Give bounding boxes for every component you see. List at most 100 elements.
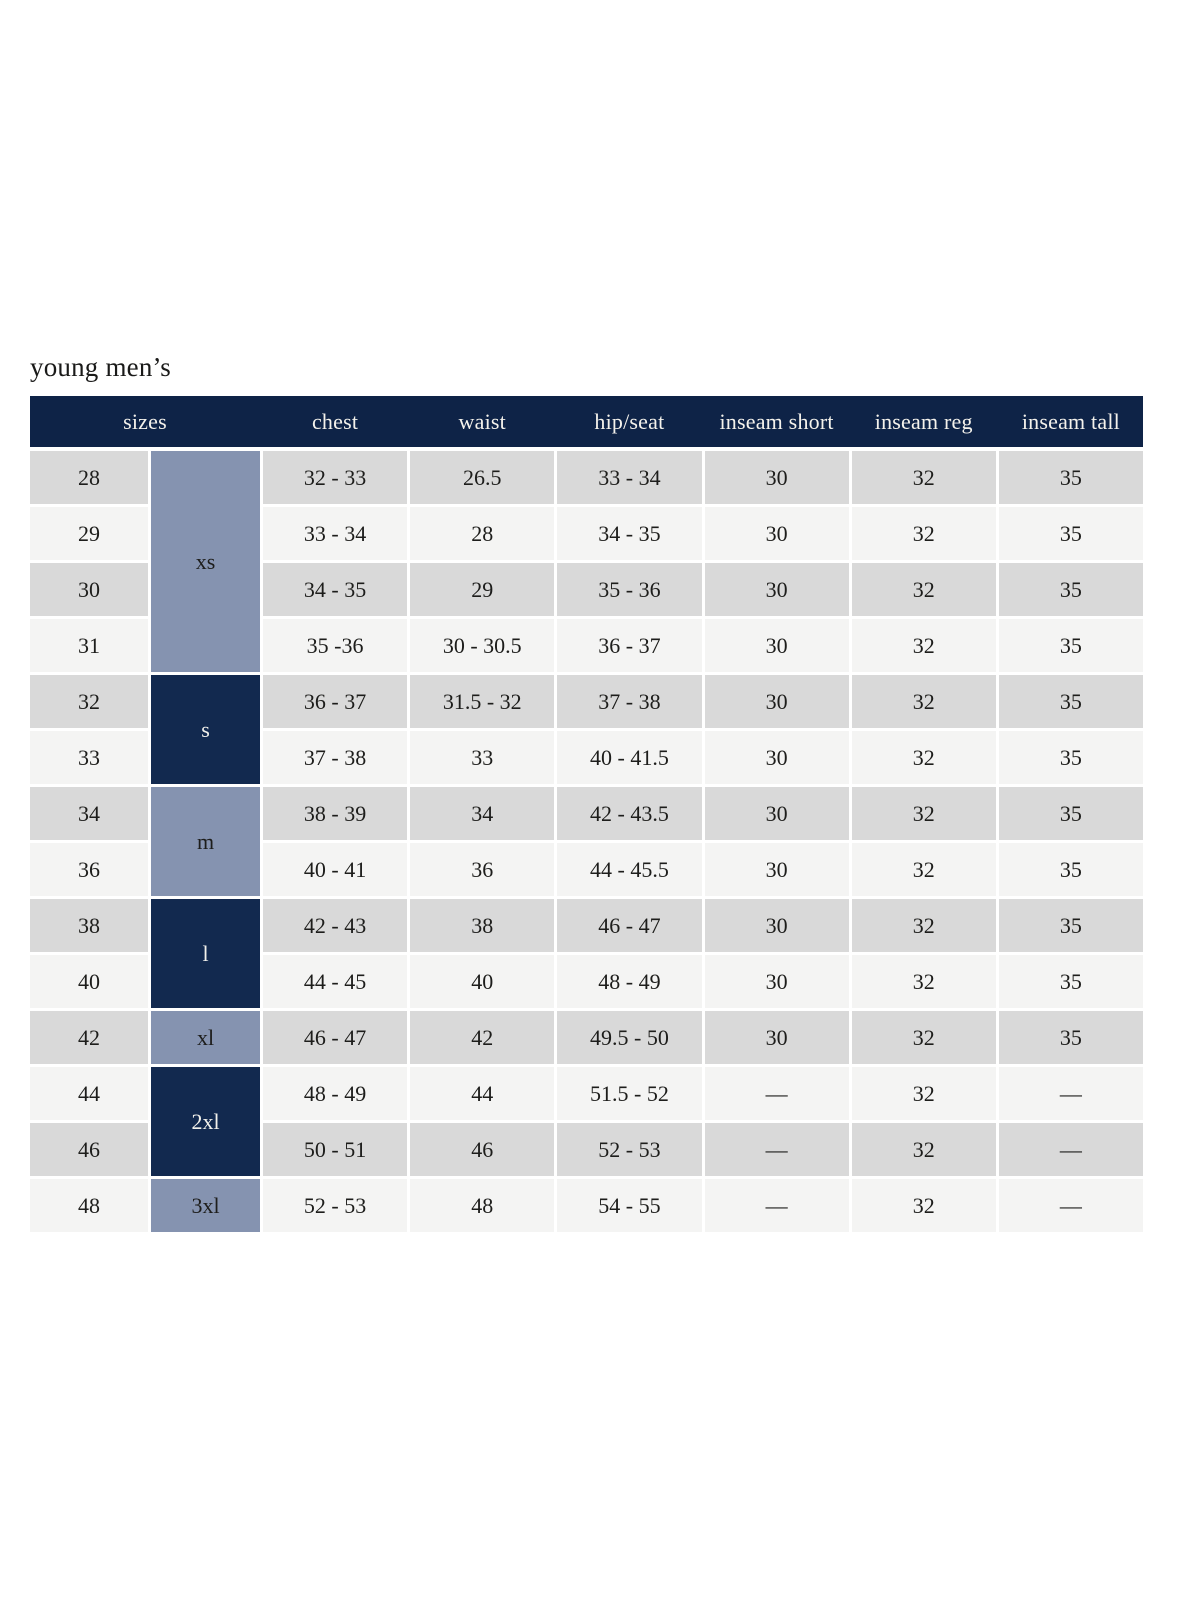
size-cell: 34: [30, 787, 148, 840]
size-cell: 42: [30, 1011, 148, 1064]
inseam-reg-cell: 32: [851, 619, 996, 672]
size-chart-table: sizes chest waist hip/seat inseam short insea…: [30, 396, 1143, 1232]
hip-seat-cell: 34 - 35: [557, 507, 702, 560]
table-header-row: sizes chest waist hip/seat inseam short insea…: [30, 396, 1143, 447]
inseam-reg-cell: 32: [851, 675, 996, 728]
chest-cell: 37 - 38: [263, 731, 408, 784]
inseam-tall-cell: 35: [998, 1011, 1143, 1064]
hip-seat-cell: 36 - 37: [557, 619, 702, 672]
size-cell: 38: [30, 899, 148, 952]
size-cell: 46: [30, 1123, 148, 1176]
size-group-cell-m: m: [151, 787, 260, 896]
column-header-inseam-short: inseam short: [719, 408, 834, 434]
inseam-short-cell: 30: [704, 731, 849, 784]
column-header-sizes: sizes: [123, 408, 167, 434]
waist-cell: 38: [410, 899, 555, 952]
size-cell: 48: [30, 1179, 148, 1232]
size-cell: 28: [30, 451, 148, 504]
size-cell: 32: [30, 675, 148, 728]
waist-cell: 33: [410, 731, 555, 784]
table-body: 28 32 - 33 26.5 33 - 34 30 32 35 29 33 - 34 28 34 …: [30, 451, 1143, 1232]
inseam-short-cell: 30: [704, 787, 849, 840]
chest-cell: 48 - 49: [263, 1067, 408, 1120]
inseam-short-cell: —: [704, 1179, 849, 1232]
hip-seat-cell: 48 - 49: [557, 955, 702, 1008]
inseam-tall-cell: —: [998, 1067, 1143, 1120]
inseam-tall-cell: 35: [998, 787, 1143, 840]
inseam-reg-cell: 32: [851, 955, 996, 1008]
chest-cell: 42 - 43: [263, 899, 408, 952]
chest-cell: 33 - 34: [263, 507, 408, 560]
hip-seat-cell: 52 - 53: [557, 1123, 702, 1176]
waist-cell: 42: [410, 1011, 555, 1064]
waist-cell: 44: [410, 1067, 555, 1120]
inseam-tall-cell: 35: [998, 451, 1143, 504]
hip-seat-cell: 46 - 47: [557, 899, 702, 952]
inseam-short-cell: —: [704, 1067, 849, 1120]
size-cell: 40: [30, 955, 148, 1008]
inseam-short-cell: 30: [704, 675, 849, 728]
chest-cell: 32 - 33: [263, 451, 408, 504]
inseam-short-cell: 30: [704, 619, 849, 672]
page-title: young men’s: [30, 352, 171, 382]
hip-seat-cell: 49.5 - 50: [557, 1011, 702, 1064]
waist-cell: 31.5 - 32: [410, 675, 555, 728]
hip-seat-cell: 33 - 34: [557, 451, 702, 504]
column-header-waist: waist: [458, 408, 506, 434]
chest-cell: 40 - 41: [263, 843, 408, 896]
inseam-reg-cell: 32: [851, 1123, 996, 1176]
waist-cell: 46: [410, 1123, 555, 1176]
hip-seat-cell: 42 - 43.5: [557, 787, 702, 840]
inseam-tall-cell: 35: [998, 955, 1143, 1008]
inseam-short-cell: 30: [704, 843, 849, 896]
inseam-short-cell: 30: [704, 955, 849, 1008]
size-cell: 29: [30, 507, 148, 560]
size-cell: 30: [30, 563, 148, 616]
inseam-tall-cell: 35: [998, 563, 1143, 616]
size-group-cell-l: l: [151, 899, 260, 1008]
size-cell: 36: [30, 843, 148, 896]
inseam-reg-cell: 32: [851, 787, 996, 840]
chest-cell: 50 - 51: [263, 1123, 408, 1176]
inseam-short-cell: 30: [704, 451, 849, 504]
inseam-tall-cell: —: [998, 1179, 1143, 1232]
chest-cell: 44 - 45: [263, 955, 408, 1008]
waist-cell: 40: [410, 955, 555, 1008]
inseam-short-cell: 30: [704, 1011, 849, 1064]
size-group-cell-3xl: 3xl: [151, 1179, 260, 1232]
waist-cell: 28: [410, 507, 555, 560]
hip-seat-cell: 37 - 38: [557, 675, 702, 728]
size-guide-page: young men’s sizes chest waist hip/seat insea…: [30, 352, 1143, 1232]
inseam-short-cell: 30: [704, 899, 849, 952]
waist-cell: 30 - 30.5: [410, 619, 555, 672]
inseam-short-cell: —: [704, 1123, 849, 1176]
size-group-cell-xs: xs: [151, 451, 260, 672]
size-group-cell-xl: xl: [151, 1011, 260, 1064]
inseam-tall-cell: 35: [998, 731, 1143, 784]
inseam-tall-cell: 35: [998, 507, 1143, 560]
waist-cell: 29: [410, 563, 555, 616]
inseam-short-cell: 30: [704, 507, 849, 560]
hip-seat-cell: 40 - 41.5: [557, 731, 702, 784]
column-header-chest: chest: [311, 408, 359, 434]
inseam-tall-cell: 35: [998, 675, 1143, 728]
chest-cell: 52 - 53: [263, 1179, 408, 1232]
inseam-reg-cell: 32: [851, 1067, 996, 1120]
inseam-tall-cell: 35: [998, 899, 1143, 952]
hip-seat-cell: 44 - 45.5: [557, 843, 702, 896]
size-cell: 44: [30, 1067, 148, 1120]
hip-seat-cell: 54 - 55: [557, 1179, 702, 1232]
size-group-cell-s: s: [151, 675, 260, 784]
size-group-cell-2xl: 2xl: [151, 1067, 260, 1176]
waist-cell: 34: [410, 787, 555, 840]
inseam-tall-cell: —: [998, 1123, 1143, 1176]
inseam-tall-cell: 35: [998, 843, 1143, 896]
column-header-inseam-tall: inseam tall: [1021, 408, 1120, 434]
inseam-reg-cell: 32: [851, 731, 996, 784]
inseam-reg-cell: 32: [851, 1179, 996, 1232]
inseam-reg-cell: 32: [851, 451, 996, 504]
inseam-reg-cell: 32: [851, 1011, 996, 1064]
inseam-reg-cell: 32: [851, 563, 996, 616]
chest-cell: 35 -36: [263, 619, 408, 672]
chest-cell: 46 - 47: [263, 1011, 408, 1064]
